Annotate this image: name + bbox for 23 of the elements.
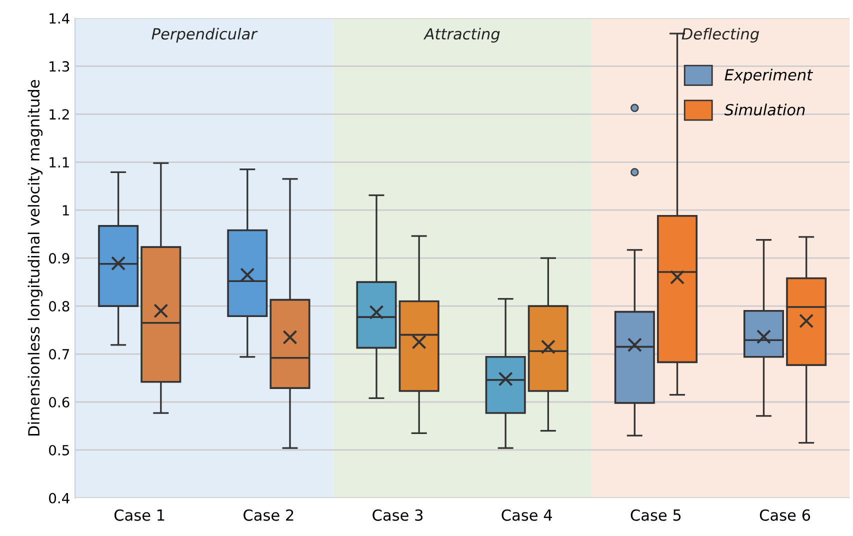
y-tick-label: 0.8 [49, 301, 70, 312]
y-tick-label: 1.2 [50, 109, 69, 120]
x-tick-label: Case 3 [372, 509, 423, 521]
band-label: Attracting [423, 28, 500, 43]
y-tick-label: 0.6 [49, 396, 70, 408]
band-label: Perpendicular [152, 28, 258, 43]
y-tick-label: 1.4 [50, 13, 70, 24]
x-tick-label: Case 4 [502, 509, 552, 521]
band-label: Deflecting [682, 28, 760, 43]
x-tick-label: Case 1 [114, 509, 164, 521]
y-tick-label: 1 [62, 205, 69, 216]
y-axis-title: Dimensionless longitudinal velocity magnitude [28, 80, 43, 436]
x-tick-label: Case 5 [630, 509, 681, 521]
y-tick-label: 0.4 [49, 492, 70, 504]
x-tick-label: Case 6 [760, 509, 810, 521]
y-tick-label: 1.3 [50, 61, 70, 72]
y-tick-label: 0.9 [49, 253, 70, 264]
y-tick-label: 0.7 [49, 348, 70, 360]
y-tick-label: 1.1 [50, 157, 69, 168]
y-tick-label: 0.5 [49, 444, 69, 456]
legend-label: Experiment [724, 68, 814, 84]
x-tick-label: Case 2 [244, 509, 294, 521]
legend-label: Simulation [724, 104, 805, 116]
